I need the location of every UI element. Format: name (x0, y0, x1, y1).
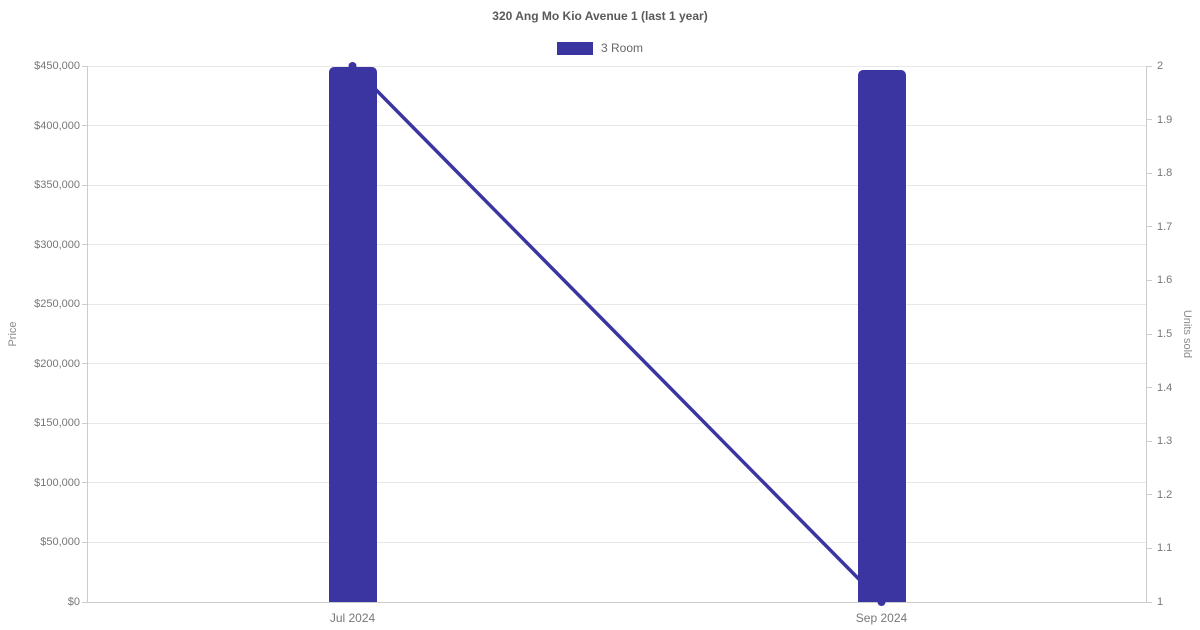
y-axis-tick-right: 1.5 (1157, 328, 1173, 340)
tick-mark-left (82, 125, 88, 127)
y-axis-tick-left: $350,000 (34, 179, 80, 192)
y-axis-tick-left: $400,000 (34, 119, 80, 132)
bar-jul-2024[interactable] (328, 67, 377, 602)
tick-mark-right (1146, 387, 1152, 389)
right-axis-line (1146, 66, 1147, 602)
tick-mark-right (1146, 601, 1152, 603)
grid-line (88, 244, 1146, 246)
tick-mark-left (82, 422, 88, 424)
grid-line (88, 184, 1146, 186)
y-axis-tick-right: 2 (1157, 60, 1164, 72)
y-axis-tick-right: 1.2 (1157, 488, 1173, 501)
tick-mark-right (1146, 65, 1152, 67)
grid-line (88, 363, 1146, 365)
y-axis-tick-left: $250,000 (34, 298, 80, 311)
tick-mark-left (82, 541, 88, 543)
tick-mark-left (82, 363, 88, 365)
y-axis-tick-left: $100,000 (34, 476, 80, 489)
y-axis-tick-left: $0 (67, 596, 80, 608)
grid-line (88, 482, 1146, 484)
legend-swatch-icon (556, 41, 593, 55)
left-axis-line (87, 66, 88, 602)
tick-mark-right (1146, 333, 1152, 335)
y-axis-tick-left: $50,000 (40, 536, 80, 549)
y-axis-tick-right: 1.9 (1157, 113, 1173, 126)
y-axis-tick-left: $450,000 (34, 60, 80, 72)
tick-mark-right (1146, 172, 1152, 174)
y-axis-tick-right: 1.1 (1157, 542, 1173, 555)
tick-mark-left (82, 65, 88, 67)
grid-line (88, 303, 1146, 305)
y-axis-tick-left: $150,000 (34, 417, 80, 430)
units-sold-line (351, 64, 883, 604)
tick-mark-left (82, 303, 88, 305)
grid-line (88, 65, 1146, 67)
y-axis-tick-right: 1.6 (1157, 274, 1173, 287)
grid-line (88, 541, 1146, 543)
legend-label: 3 Room (600, 41, 644, 55)
tick-mark-right (1146, 440, 1152, 442)
x-axis-label-jul-2024: Jul 2024 (329, 611, 376, 625)
y-axis-tick-right: 1 (1157, 596, 1164, 608)
tick-mark-right (1146, 547, 1152, 549)
tick-mark-right (1146, 279, 1152, 281)
x-axis-label-sep-2024: Sep 2024 (855, 611, 908, 625)
y-axis-tick-right: 1.4 (1157, 381, 1173, 394)
tick-mark-left (82, 482, 88, 484)
y-axis-tick-left: $300,000 (34, 238, 80, 251)
y-axis-tick-right: 1.7 (1157, 220, 1173, 233)
grid-line (88, 422, 1146, 424)
legend: 3 Room (0, 41, 1200, 55)
legend-item-3-room[interactable]: 3 Room (556, 41, 644, 55)
tick-mark-left (82, 601, 88, 603)
bar-sep-2024[interactable] (857, 69, 906, 602)
grid-line (88, 125, 1146, 127)
y-axis-tick-right: 1.8 (1157, 167, 1173, 180)
tick-mark-right (1146, 119, 1152, 121)
chart-title: 320 Ang Mo Kio Avenue 1 (last 1 year) (492, 9, 708, 23)
tick-mark-left (82, 184, 88, 186)
tick-mark-right (1146, 226, 1152, 228)
tick-mark-left (82, 244, 88, 246)
y-axis-tick-left: $200,000 (34, 357, 80, 370)
left-axis-title: Price (7, 321, 19, 347)
y-axis-tick-right: 1.3 (1157, 435, 1173, 448)
tick-mark-right (1146, 494, 1152, 496)
right-axis-title: Units sold (1181, 309, 1193, 359)
x-axis-line (88, 602, 1146, 603)
